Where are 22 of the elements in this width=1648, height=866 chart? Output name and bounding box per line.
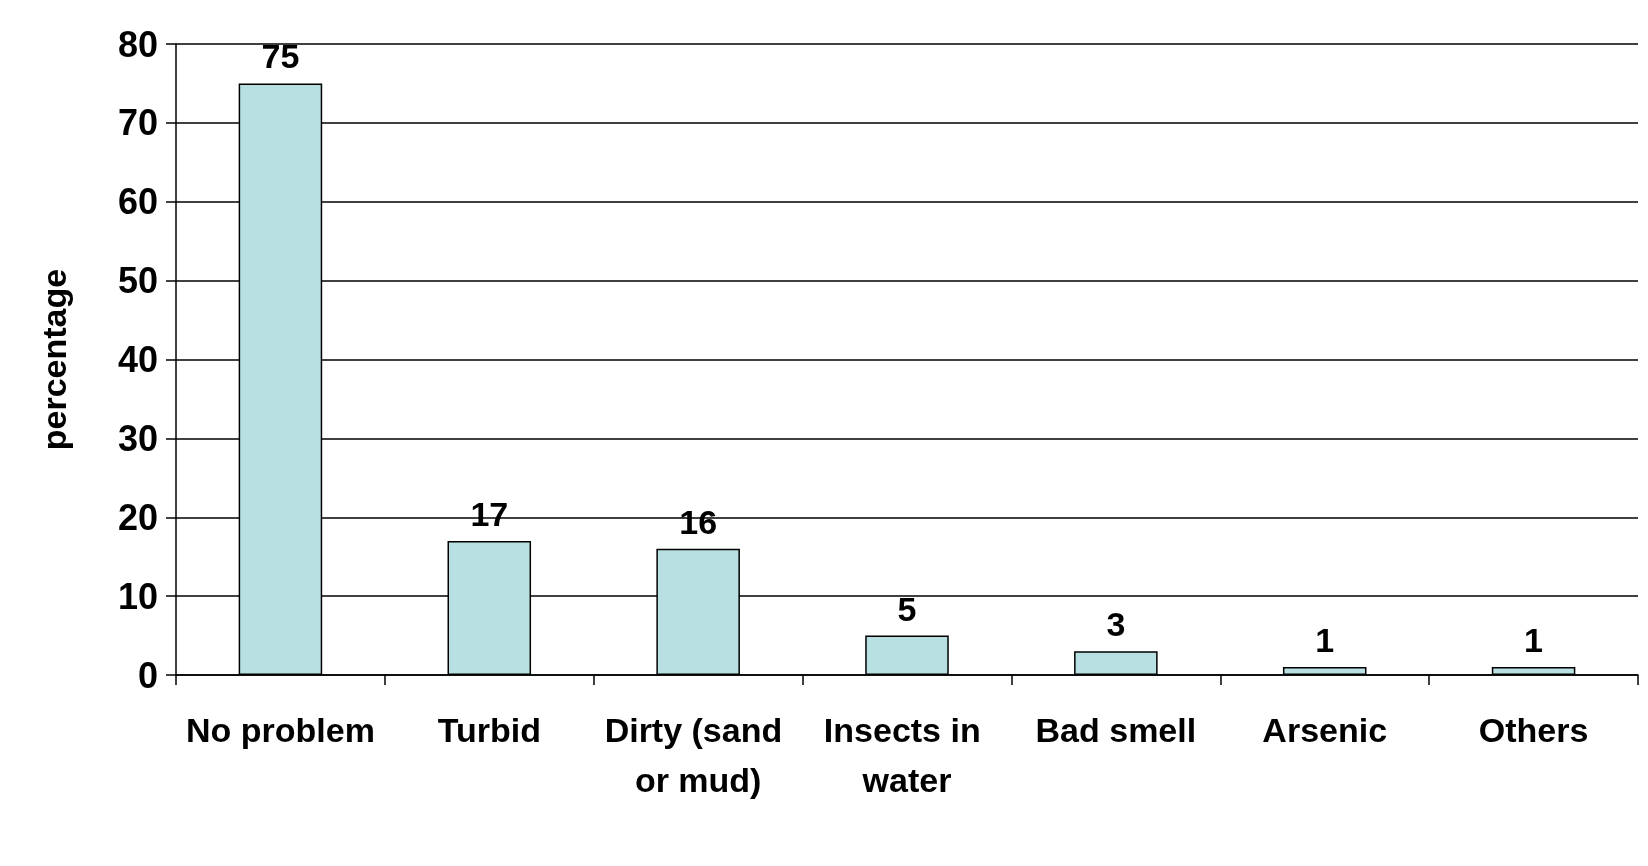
data-label: 3 xyxy=(1106,605,1126,644)
data-label: 1 xyxy=(1524,621,1544,660)
y-tick-label: 20 xyxy=(117,496,158,538)
y-tick-label: 40 xyxy=(117,339,158,380)
x-tick-label: Insects in water xyxy=(823,711,991,799)
x-tick-label: Arsenic xyxy=(1262,711,1388,749)
x-tick-label: Others xyxy=(1478,711,1589,749)
x-tick-label: No problem xyxy=(185,711,375,749)
y-tick-label: 30 xyxy=(117,417,158,459)
y-tick-label: 0 xyxy=(137,654,158,696)
y-tick-label: 60 xyxy=(117,181,158,223)
x-tick-label: Turbid xyxy=(437,711,541,749)
y-tick-label: 80 xyxy=(117,23,158,65)
y-axis-title: percentage xyxy=(35,268,73,451)
x-tick-label: Bad smell xyxy=(1035,711,1197,749)
y-tick-label: 50 xyxy=(117,260,158,302)
y-tick-label: 10 xyxy=(117,575,158,617)
x-tick-label: Dirty (sand or mud) xyxy=(604,711,792,799)
data-label: 1 xyxy=(1315,621,1335,660)
data-label: 75 xyxy=(261,37,300,76)
data-label: 5 xyxy=(897,589,917,628)
y-tick-label: 70 xyxy=(117,102,158,144)
